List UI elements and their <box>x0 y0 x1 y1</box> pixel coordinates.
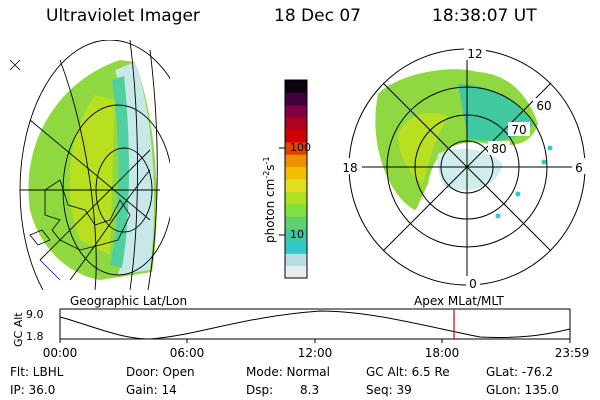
colorbar-segment <box>285 117 307 130</box>
colorbar-segment <box>285 228 307 242</box>
time-tick-1200: 12:00 <box>298 346 333 360</box>
timeline-y-min: 1.8 <box>26 330 44 343</box>
mlt-label-12: 12 <box>467 47 482 61</box>
info-gc-alt: GC Alt: 6.5 Re <box>366 365 450 379</box>
colorbar-segment <box>285 179 307 192</box>
time-tick-1800: 18:00 <box>425 346 460 360</box>
colorbar: 100 10 photon cm-2s-1 <box>262 79 311 279</box>
colorbar-segment <box>285 166 307 180</box>
mlat-label-60: 60 <box>536 99 551 113</box>
polar-image: 12 18 6 0 60 70 80 <box>340 46 586 290</box>
info-glon: GLon: 135.0 <box>486 383 559 397</box>
timeline-axis-label: GC Alt <box>12 312 25 347</box>
mlat-label-80: 80 <box>491 142 506 156</box>
colorbar-segment <box>285 240 307 254</box>
info-seq: Seq: 39 <box>366 383 412 397</box>
time-label: 18:38:07 UT <box>432 6 537 26</box>
geographic-caption: Geographic Lat/Lon <box>70 294 188 308</box>
colorbar-scale <box>285 80 307 279</box>
info-dsp-value: 8.3 <box>300 383 320 397</box>
timeline-y-max: 9.0 <box>26 308 44 321</box>
colorbar-segment <box>285 80 307 93</box>
time-tick-0600: 06:00 <box>170 346 205 360</box>
geographic-image <box>9 40 170 290</box>
info-dsp-label: Dsp: <box>246 383 274 397</box>
instrument-title: Ultraviolet Imager <box>46 6 200 26</box>
mlat-label-70: 70 <box>511 123 526 137</box>
colorbar-tick-10: 10 <box>290 228 304 241</box>
colorbar-segment <box>285 92 307 106</box>
info-ip: IP: 36.0 <box>10 383 56 397</box>
colorbar-segment <box>285 253 307 267</box>
info-filter: Flt: LBHL <box>10 365 64 379</box>
colorbar-segment <box>285 104 307 118</box>
apex-caption: Apex MLat/MLT <box>414 294 504 308</box>
colorbar-segment <box>285 203 307 217</box>
time-tick-2359: 23:59 <box>555 346 590 360</box>
mlt-label-0: 0 <box>469 277 477 290</box>
date-label: 18 Dec 07 <box>274 6 361 26</box>
colorbar-label: photon cm-2s-1 <box>262 156 277 243</box>
info-gain: Gain: 14 <box>126 383 177 397</box>
info-mode: Mode: Normal <box>246 365 330 379</box>
mlt-label-6: 6 <box>575 161 583 175</box>
colorbar-segment <box>285 191 307 205</box>
colorbar-tick-100: 100 <box>290 141 311 154</box>
time-tick-0000: 00:00 <box>43 346 78 360</box>
colorbar-segment <box>285 129 307 143</box>
info-door: Door: Open <box>126 365 195 379</box>
colorbar-segment <box>285 154 307 168</box>
mlt-label-18: 18 <box>342 161 357 175</box>
colorbar-segment <box>285 216 307 229</box>
altitude-timeline: GC Alt 9.0 1.8 00:00 06:00 12:00 18:00 2… <box>12 308 590 360</box>
info-glat: GLat: -76.2 <box>486 365 553 379</box>
colorbar-segment <box>285 265 307 279</box>
colorbar-segment <box>285 141 307 155</box>
